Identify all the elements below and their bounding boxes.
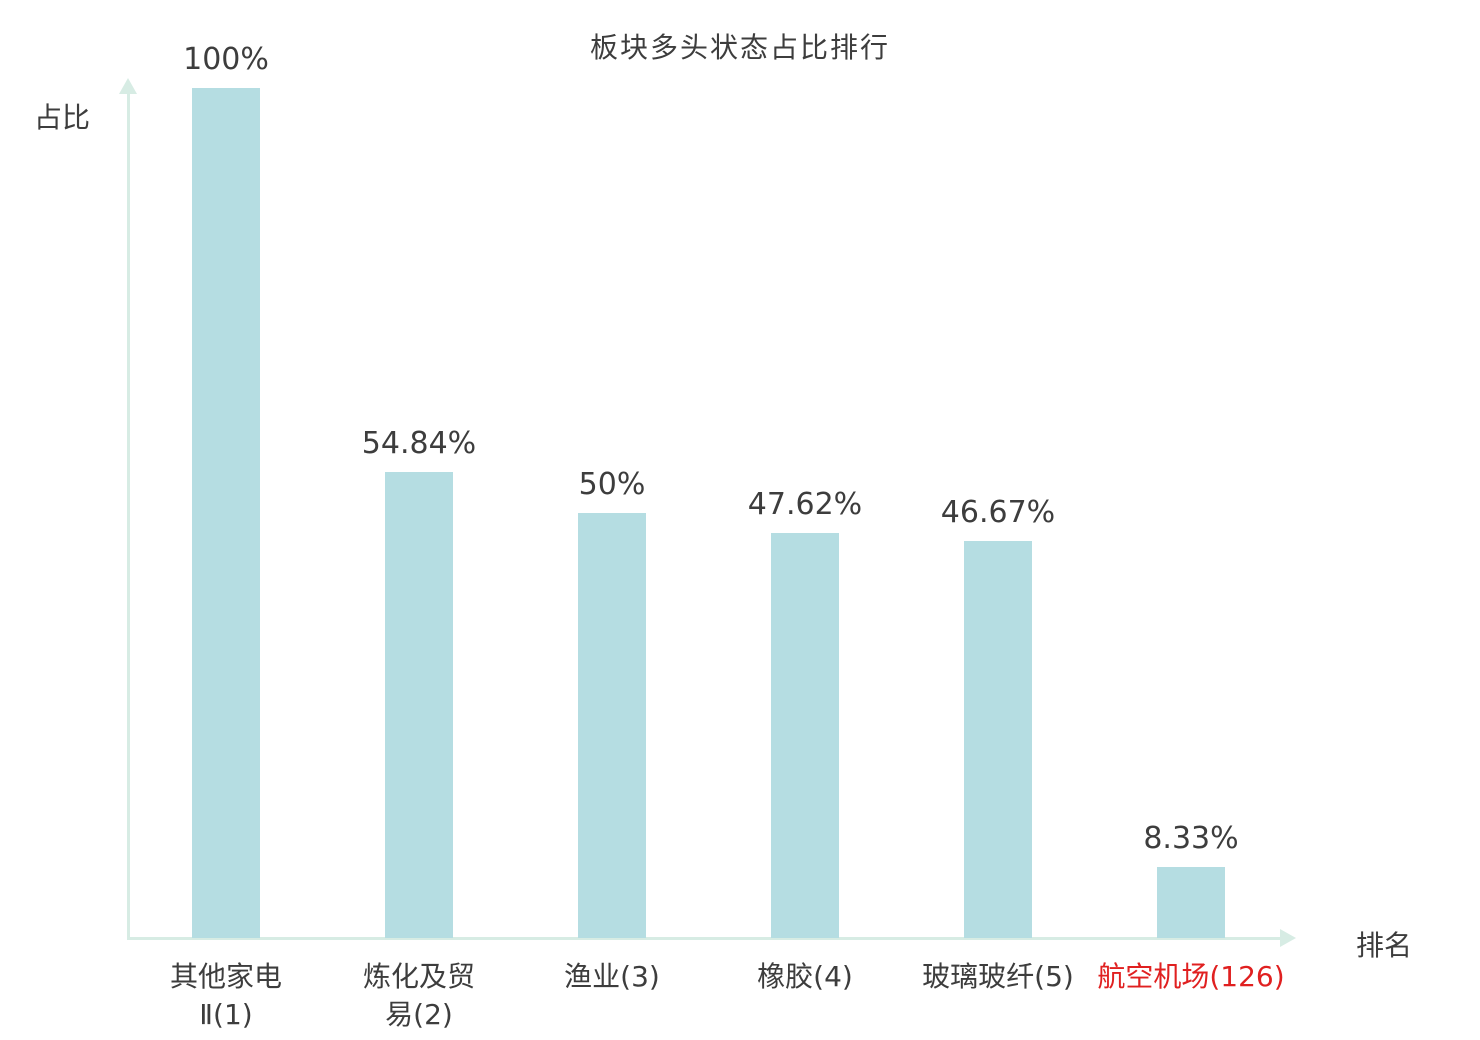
bar-3 bbox=[578, 513, 646, 938]
category-label-1: 其他家电 Ⅱ(1) bbox=[169, 960, 282, 1031]
x-axis bbox=[127, 937, 1282, 940]
y-axis-arrow-icon bbox=[119, 78, 137, 94]
chart-title: 板块多头状态占比排行 bbox=[589, 31, 890, 64]
bar-value-label-3: 50% bbox=[578, 467, 646, 502]
category-label-3: 渔业(3) bbox=[564, 960, 660, 993]
y-axis bbox=[127, 90, 130, 940]
bar-4 bbox=[771, 533, 839, 938]
x-axis-arrow-icon bbox=[1280, 929, 1296, 947]
category-label-5: 玻璃玻纤(5) bbox=[922, 960, 1074, 993]
bar-value-label-5: 46.67% bbox=[940, 495, 1056, 530]
bar-value-label-1: 100% bbox=[183, 42, 269, 77]
bar-6 bbox=[1157, 867, 1225, 938]
bar-2 bbox=[385, 472, 453, 938]
bar-value-label-4: 47.62% bbox=[747, 487, 863, 522]
category-label-4: 橡胶(4) bbox=[757, 960, 853, 993]
bar-1 bbox=[192, 88, 260, 938]
x-axis-label: 排名 bbox=[1356, 929, 1413, 962]
bar-value-label-6: 8.33% bbox=[1143, 821, 1239, 856]
category-label-6: 航空机场(126) bbox=[1097, 960, 1285, 993]
bar-value-label-2: 54.84% bbox=[361, 426, 477, 461]
y-axis-label: 占比 bbox=[34, 101, 91, 134]
bar-5 bbox=[964, 541, 1032, 938]
category-label-2: 炼化及贸 易(2) bbox=[362, 960, 475, 1031]
